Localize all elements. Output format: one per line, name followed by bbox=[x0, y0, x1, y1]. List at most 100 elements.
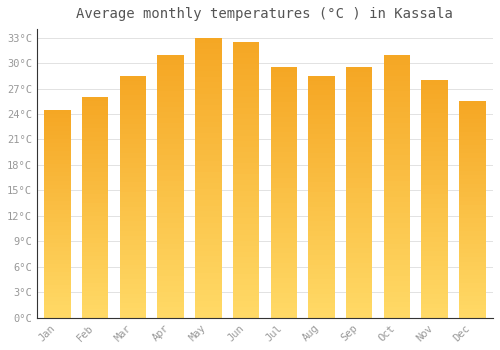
Bar bbox=[233, 235, 260, 240]
Bar bbox=[82, 124, 108, 128]
Bar bbox=[158, 55, 184, 60]
Bar bbox=[120, 284, 146, 289]
Bar bbox=[195, 228, 222, 234]
Bar bbox=[44, 189, 70, 193]
Bar bbox=[459, 288, 485, 292]
Bar bbox=[120, 250, 146, 255]
Bar bbox=[459, 127, 485, 132]
Bar bbox=[233, 136, 260, 141]
Bar bbox=[44, 193, 70, 197]
Bar bbox=[120, 134, 146, 139]
Bar bbox=[233, 262, 260, 268]
Bar bbox=[44, 314, 70, 318]
Bar bbox=[422, 275, 448, 280]
Bar bbox=[459, 205, 485, 210]
Bar bbox=[233, 180, 260, 186]
Bar bbox=[270, 268, 297, 273]
Bar bbox=[120, 139, 146, 143]
Bar bbox=[459, 236, 485, 240]
Bar bbox=[120, 313, 146, 318]
Bar bbox=[308, 260, 334, 265]
Bar bbox=[82, 238, 108, 243]
Bar bbox=[233, 80, 260, 86]
Bar bbox=[308, 148, 334, 153]
Bar bbox=[158, 155, 184, 160]
Bar bbox=[270, 92, 297, 97]
Bar bbox=[346, 147, 372, 153]
Bar bbox=[346, 303, 372, 308]
Bar bbox=[233, 257, 260, 262]
Bar bbox=[384, 139, 410, 144]
Bar bbox=[459, 270, 485, 274]
Bar bbox=[308, 95, 334, 100]
Bar bbox=[120, 221, 146, 226]
Bar bbox=[308, 85, 334, 90]
Bar bbox=[158, 118, 184, 123]
Bar bbox=[233, 208, 260, 213]
Bar bbox=[82, 274, 108, 278]
Bar bbox=[120, 245, 146, 250]
Bar bbox=[346, 142, 372, 147]
Bar bbox=[158, 297, 184, 302]
Bar bbox=[120, 148, 146, 153]
Bar bbox=[120, 294, 146, 299]
Bar bbox=[195, 307, 222, 312]
Bar bbox=[308, 76, 334, 80]
Bar bbox=[233, 246, 260, 252]
Bar bbox=[270, 88, 297, 92]
Bar bbox=[308, 129, 334, 134]
Bar bbox=[44, 139, 70, 143]
Bar bbox=[44, 176, 70, 181]
Bar bbox=[384, 76, 410, 81]
Bar bbox=[270, 67, 297, 72]
Bar bbox=[44, 210, 70, 214]
Bar bbox=[422, 85, 448, 90]
Bar bbox=[233, 141, 260, 147]
Bar bbox=[308, 202, 334, 206]
Bar bbox=[120, 236, 146, 240]
Bar bbox=[158, 134, 184, 139]
Bar bbox=[459, 210, 485, 214]
Bar bbox=[308, 265, 334, 270]
Bar bbox=[459, 110, 485, 114]
Bar bbox=[346, 177, 372, 183]
Bar bbox=[195, 54, 222, 60]
Bar bbox=[195, 251, 222, 256]
Bar bbox=[308, 153, 334, 158]
Bar bbox=[233, 218, 260, 224]
Bar bbox=[120, 144, 146, 148]
Bar bbox=[158, 107, 184, 112]
Bar bbox=[195, 217, 222, 223]
Bar bbox=[384, 297, 410, 302]
Bar bbox=[422, 147, 448, 151]
Bar bbox=[459, 231, 485, 236]
Bar bbox=[270, 177, 297, 183]
Bar bbox=[82, 168, 108, 172]
Bar bbox=[384, 128, 410, 134]
Bar bbox=[44, 226, 70, 230]
Bar bbox=[384, 149, 410, 155]
Bar bbox=[195, 206, 222, 211]
Bar bbox=[233, 196, 260, 202]
Bar bbox=[308, 250, 334, 255]
Bar bbox=[233, 274, 260, 279]
Bar bbox=[270, 142, 297, 147]
Bar bbox=[308, 163, 334, 168]
Bar bbox=[270, 112, 297, 117]
Bar bbox=[384, 265, 410, 271]
Bar bbox=[346, 283, 372, 288]
Bar bbox=[120, 110, 146, 114]
Bar bbox=[422, 204, 448, 209]
Bar bbox=[308, 255, 334, 260]
Bar bbox=[422, 270, 448, 275]
Bar bbox=[384, 123, 410, 128]
Bar bbox=[195, 150, 222, 155]
Bar bbox=[233, 113, 260, 119]
Bar bbox=[44, 172, 70, 176]
Bar bbox=[82, 146, 108, 150]
Bar bbox=[44, 243, 70, 247]
Bar bbox=[422, 303, 448, 308]
Bar bbox=[384, 181, 410, 186]
Bar bbox=[384, 144, 410, 149]
Bar bbox=[422, 185, 448, 189]
